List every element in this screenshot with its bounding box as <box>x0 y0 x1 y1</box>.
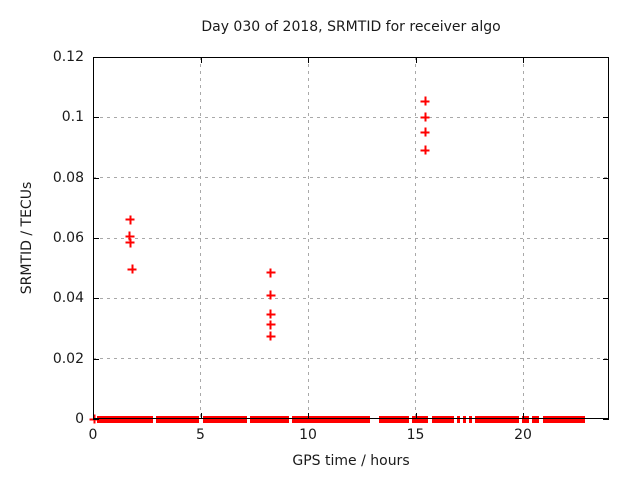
y-gridline <box>93 297 609 299</box>
y-tick-mark-right <box>603 419 609 420</box>
data-point-marker <box>266 290 276 300</box>
x-tick-mark-top <box>93 57 94 63</box>
y-gridline <box>93 237 609 239</box>
y-tick-mark-right <box>603 298 609 300</box>
y-tick-mark <box>93 238 99 239</box>
zero-baseline-band-segment <box>249 415 289 423</box>
y-tick-label: 0.06 <box>52 230 84 246</box>
zero-baseline-band-segment <box>291 415 371 423</box>
y-tick-mark <box>93 358 99 360</box>
y-tick-label: 0.04 <box>52 290 84 307</box>
x-tick-label: 20 <box>514 427 532 443</box>
y-tick-label: 0 <box>75 411 84 427</box>
zero-baseline-band-segment <box>521 415 529 423</box>
x-tick-label: 10 <box>299 427 317 443</box>
zero-baseline-band-segment <box>532 415 540 423</box>
zero-baseline-band-segment <box>462 415 466 423</box>
chart-title: Day 030 of 2018, SRMTID for receiver alg… <box>201 19 501 35</box>
data-point-marker <box>127 264 137 274</box>
data-point-marker <box>266 309 276 319</box>
data-point-marker <box>266 331 276 341</box>
y-tick-mark <box>93 57 99 58</box>
y-tick-label: 0.02 <box>52 350 84 367</box>
x-tick-mark-top <box>523 57 524 63</box>
x-tick-label: 5 <box>196 427 205 443</box>
x-tick-mark <box>308 413 309 419</box>
x-tick-mark-top <box>415 57 417 63</box>
zero-baseline-band-segment <box>542 415 585 423</box>
y-tick-label: 0.1 <box>61 109 84 126</box>
plot-border <box>93 57 609 419</box>
data-point-marker <box>266 268 276 278</box>
y-tick-mark-right <box>603 238 609 239</box>
zero-baseline-band-segment <box>456 415 460 423</box>
data-point-marker <box>266 320 276 330</box>
zero-baseline-band-segment <box>202 415 247 423</box>
y-tick-mark <box>93 117 99 119</box>
y-tick-mark <box>93 419 99 420</box>
y-tick-mark-right <box>603 57 609 58</box>
x-tick-mark-top <box>200 57 202 63</box>
zero-baseline-band-segment <box>431 415 454 423</box>
y-tick-mark <box>93 177 99 179</box>
zero-baseline-band-segment <box>155 415 200 423</box>
data-point-marker <box>125 231 135 241</box>
x-tick-label: 0 <box>88 427 98 443</box>
y-tick-label: 0.08 <box>52 169 84 186</box>
x-tick-mark <box>415 413 417 419</box>
zero-baseline-band-segment <box>469 415 472 423</box>
x-tick-mark-top <box>308 57 309 63</box>
y-tick-mark-right <box>603 177 609 179</box>
y-tick-mark <box>93 298 99 300</box>
y-tick-mark-right <box>603 358 609 360</box>
data-point-marker <box>420 145 430 155</box>
zero-baseline-band-segment <box>96 415 153 423</box>
data-point-marker <box>420 127 430 137</box>
zero-baseline-band-segment <box>411 415 429 423</box>
x-tick-mark <box>93 413 94 419</box>
x-tick-label: 15 <box>406 427 425 443</box>
x-tick-mark <box>523 413 524 419</box>
y-tick-label: 0.12 <box>52 49 84 65</box>
zero-baseline-band-segment <box>378 415 409 423</box>
x-tick-mark <box>200 413 202 419</box>
x-axis-label: GPS time / hours <box>292 453 410 469</box>
y-tick-mark-right <box>603 117 609 119</box>
y-gridline <box>93 177 609 179</box>
zero-baseline-band-segment <box>475 415 519 423</box>
data-point-marker <box>125 238 135 248</box>
y-gridline <box>93 116 609 118</box>
data-point-marker <box>420 96 430 106</box>
data-point-marker <box>125 215 135 225</box>
y-gridline <box>93 358 609 360</box>
data-point-marker <box>420 112 430 122</box>
